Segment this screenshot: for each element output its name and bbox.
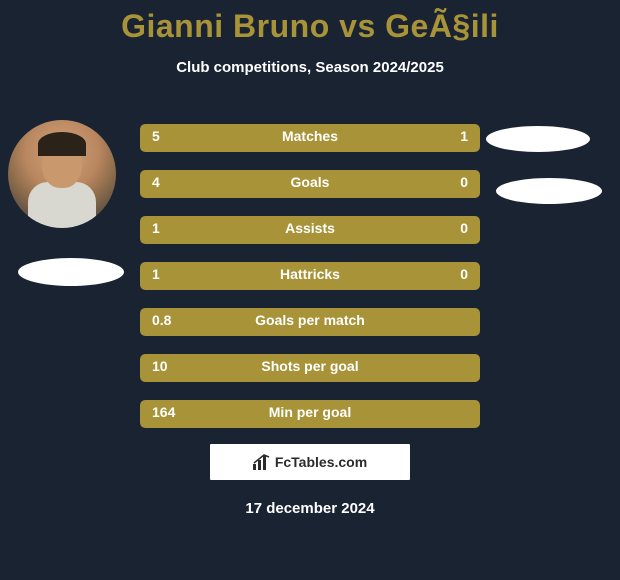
player-left-club-badge [18,258,124,286]
player-right-avatar-placeholder [486,126,590,152]
page-subtitle: Club competitions, Season 2024/2025 [0,59,620,76]
stat-label: Hattricks [140,266,480,282]
stat-label: Goals [140,174,480,190]
player-right-club-badge [496,178,602,204]
page-title: Gianni Bruno vs GeÃ§ili [0,0,620,45]
player-left-avatar [8,120,116,228]
stats-bars: 51Matches 40Goals 10Assists 10Hattricks 0.8G… [140,124,480,446]
stat-row: 0.8Goals per match [140,308,480,336]
footer-date: 17 december 2024 [0,500,620,517]
stat-row: 10Assists [140,216,480,244]
stat-row: 10Hattricks [140,262,480,290]
stat-label: Assists [140,220,480,236]
stat-label: Goals per match [140,312,480,328]
stat-label: Min per goal [140,404,480,420]
brand-text: FcTables.com [275,454,367,470]
chart-icon [253,454,271,470]
stat-row: 51Matches [140,124,480,152]
brand-logo: FcTables.com [210,444,410,480]
stat-label: Shots per goal [140,358,480,374]
stat-row: 10Shots per goal [140,354,480,382]
stat-row: 164Min per goal [140,400,480,428]
stat-label: Matches [140,128,480,144]
stat-row: 40Goals [140,170,480,198]
